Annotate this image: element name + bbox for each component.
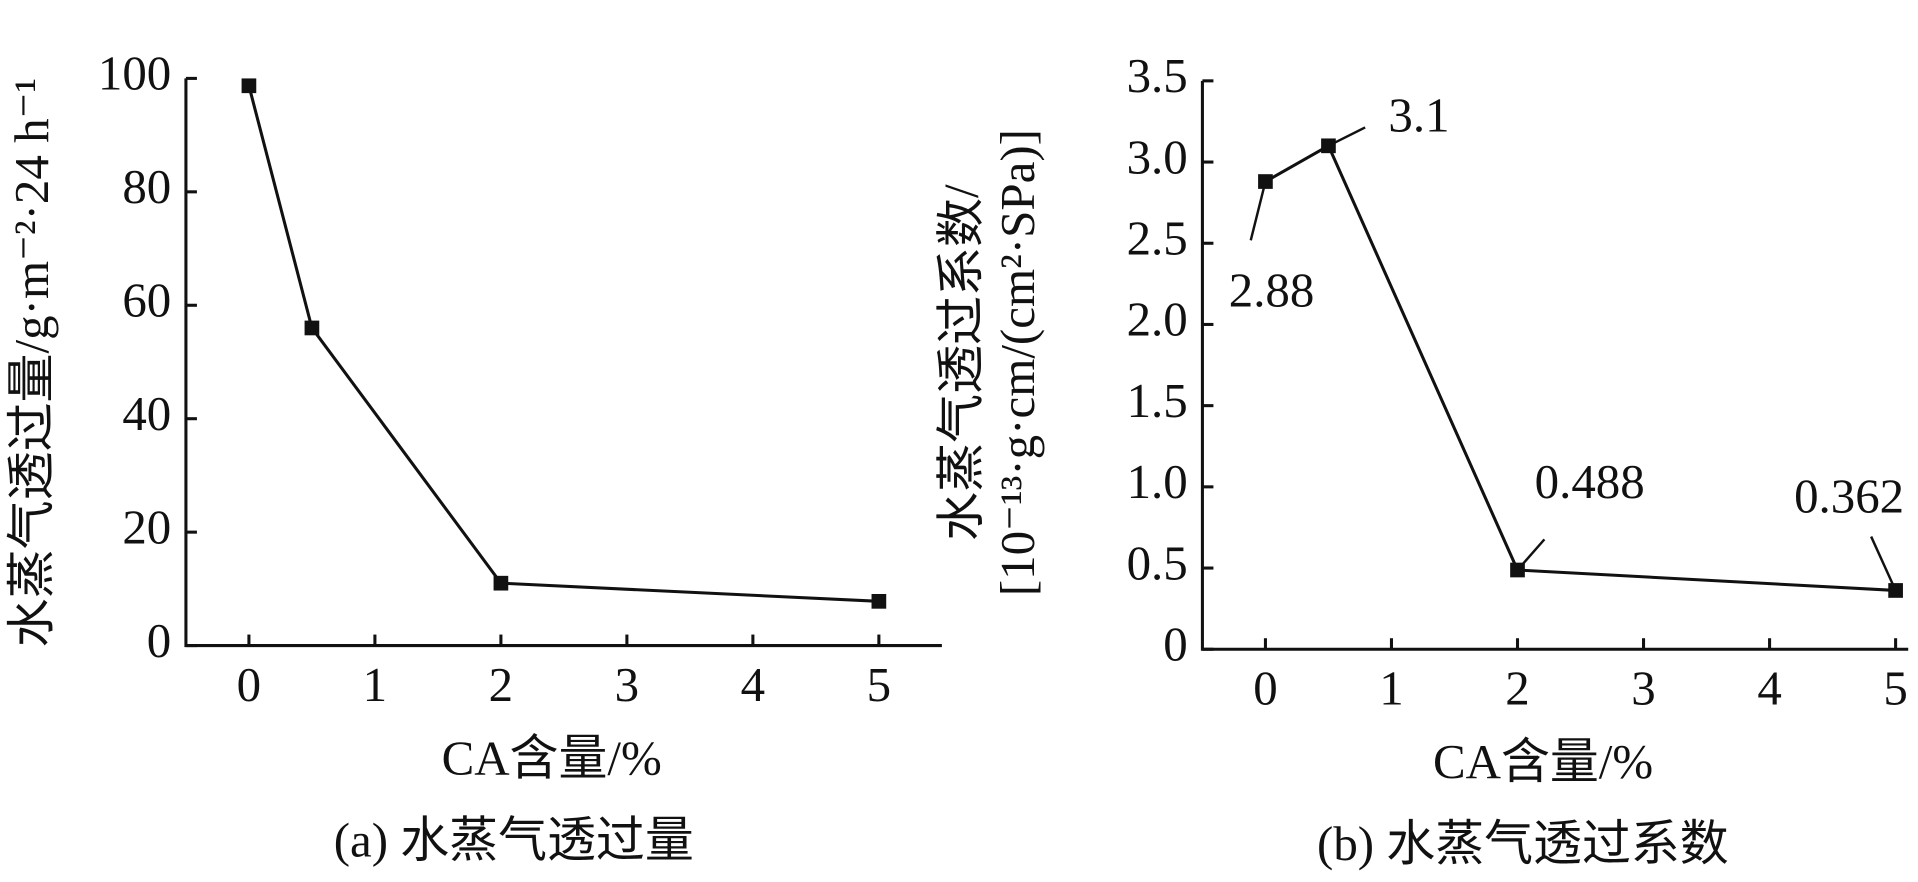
- x-tick-label: 3: [1631, 661, 1655, 716]
- y-tick-label: 2.5: [1127, 210, 1188, 265]
- x-tick-label: 4: [741, 657, 765, 712]
- x-axis-label: CA含量/%: [442, 730, 662, 785]
- leader-line: [1516, 538, 1546, 571]
- chart-caption: (a) 水蒸气透过量: [334, 812, 694, 867]
- x-tick-label: 2: [489, 657, 513, 712]
- leader-line: [1249, 181, 1267, 241]
- data-label: 3.1: [1388, 87, 1449, 142]
- data-marker: [304, 320, 320, 336]
- y-tick-label: 3.0: [1127, 129, 1188, 184]
- y-tick-label: 0: [147, 613, 171, 668]
- data-label: 0.362: [1794, 468, 1904, 523]
- y-tick-label: 1.0: [1127, 454, 1188, 509]
- y-tick-label: 1.5: [1127, 373, 1188, 428]
- data-marker: [1258, 174, 1273, 189]
- axes: [184, 78, 942, 648]
- y-tick-label: 80: [122, 159, 171, 214]
- y-tick-label: 60: [122, 272, 171, 327]
- data-label: 0.488: [1535, 454, 1645, 509]
- y-tick-label: 0.5: [1127, 535, 1188, 590]
- data-line: [1264, 143, 1896, 592]
- x-tick-label: 1: [363, 657, 387, 712]
- x-tick-label: 5: [1883, 661, 1907, 716]
- x-tick-label: 0: [1253, 661, 1277, 716]
- y-axis-label: 水蒸气透过量/g·m⁻²·24 h⁻¹: [4, 78, 59, 648]
- leader-line: [1870, 536, 1897, 591]
- y-axis-label: 水蒸气透过系数/: [934, 184, 989, 541]
- chart-caption: (b) 水蒸气透过系数: [1317, 816, 1729, 871]
- y-tick-label: 100: [98, 46, 171, 101]
- data-line: [247, 85, 879, 603]
- x-tick-label: 5: [867, 657, 891, 712]
- x-tick-label: 4: [1757, 661, 1781, 716]
- data-marker: [241, 78, 257, 94]
- x-tick-label: 2: [1505, 661, 1529, 716]
- y-tick-label: 2.0: [1127, 292, 1188, 347]
- x-tick-label: 0: [237, 657, 261, 712]
- y-tick-label: 3.5: [1127, 48, 1188, 103]
- data-label: 2.88: [1229, 263, 1315, 318]
- y-tick-label: 0: [1163, 616, 1187, 671]
- data-marker: [493, 575, 509, 591]
- leader-line: [1327, 126, 1366, 147]
- y-axis-label: [10⁻¹³·g·cm/(cm²·SPa)]: [990, 129, 1045, 596]
- y-tick-label: 20: [122, 499, 171, 554]
- data-marker: [871, 593, 887, 609]
- axes: [1200, 80, 1909, 651]
- x-axis-label: CA含量/%: [1433, 734, 1653, 789]
- x-tick-label: 1: [1379, 661, 1403, 716]
- x-tick-label: 3: [615, 657, 639, 712]
- y-tick-label: 40: [122, 386, 171, 441]
